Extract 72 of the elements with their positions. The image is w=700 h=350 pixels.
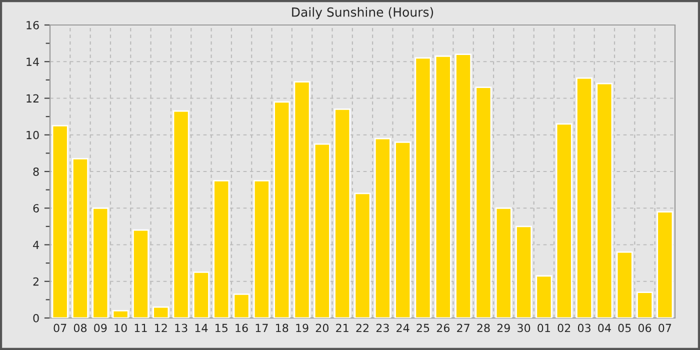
x-tick-label: 10 — [114, 324, 127, 332]
x-tick-label: 24 — [396, 324, 410, 332]
x-tick-label: 01 — [538, 324, 550, 332]
x-tick-label: 07 — [54, 324, 66, 332]
bar — [152, 306, 170, 318]
bar — [374, 138, 391, 318]
x-tick-label: 13 — [175, 324, 188, 332]
bar — [536, 275, 552, 318]
bar — [213, 180, 230, 318]
x-tick-label: 05 — [618, 324, 631, 332]
y-tick-label: 10 — [26, 130, 39, 140]
bar — [414, 57, 432, 318]
x-tick-label: 08 — [74, 324, 87, 332]
x-tick-label: 23 — [376, 324, 389, 332]
bar — [354, 192, 371, 318]
bar — [596, 82, 613, 318]
x-tick-label: 30 — [518, 324, 530, 332]
x-tick-label: 25 — [416, 324, 430, 332]
bar — [52, 125, 68, 318]
x-tick-label: 03 — [578, 324, 590, 332]
bar — [253, 180, 270, 318]
y-tick-label: 2 — [33, 277, 38, 286]
x-tick-label: 16 — [236, 324, 248, 332]
bar — [394, 142, 412, 318]
bar — [192, 272, 210, 318]
x-tick-label: 14 — [195, 324, 208, 332]
x-tick-label: 22 — [356, 324, 368, 332]
x-tick-label: 17 — [256, 324, 268, 332]
x-tick-label: 11 — [134, 324, 147, 332]
y-tick-label: 4 — [33, 240, 39, 249]
bar — [294, 81, 310, 318]
bar — [233, 294, 250, 318]
bar — [475, 86, 492, 318]
x-tick-label: 02 — [558, 324, 570, 332]
bar — [656, 211, 674, 318]
y-tick-label: 8 — [33, 167, 39, 176]
x-tick-label: 29 — [497, 324, 510, 332]
x-tick-label: 21 — [336, 324, 348, 332]
x-tick-label: 07 — [658, 324, 672, 332]
bar — [434, 55, 452, 318]
bar — [334, 108, 351, 318]
y-tick-label: 14 — [26, 58, 39, 66]
y-tick-label: 6 — [33, 204, 39, 213]
bar — [556, 123, 572, 318]
x-tick-label: 18 — [276, 324, 288, 332]
x-tick-label: 06 — [638, 324, 652, 332]
bar — [92, 207, 109, 318]
x-tick-label: 19 — [296, 324, 308, 332]
bar — [112, 310, 129, 318]
bar — [314, 143, 330, 318]
x-tick-label: 15 — [216, 324, 228, 332]
x-tick-label: 12 — [155, 324, 167, 332]
bar — [172, 110, 190, 318]
x-tick-label: 27 — [457, 324, 470, 332]
bar — [72, 158, 88, 318]
x-tick-label: 20 — [316, 324, 329, 332]
bar — [455, 54, 472, 318]
bar — [516, 226, 532, 318]
bar — [616, 251, 633, 318]
y-tick-label: 16 — [26, 20, 39, 30]
x-tick-label: 09 — [94, 324, 107, 332]
x-tick-label: 04 — [598, 324, 611, 332]
y-tick-label: 12 — [26, 94, 38, 102]
bar — [495, 207, 512, 318]
bar — [274, 101, 290, 318]
x-tick-label: 26 — [436, 324, 450, 332]
bar — [636, 292, 654, 318]
bar — [132, 229, 149, 318]
bar — [576, 77, 593, 318]
chart-title: Daily Sunshine (Hours) — [292, 7, 434, 20]
x-tick-label: 28 — [477, 324, 490, 332]
y-tick-label: 0 — [33, 314, 39, 322]
